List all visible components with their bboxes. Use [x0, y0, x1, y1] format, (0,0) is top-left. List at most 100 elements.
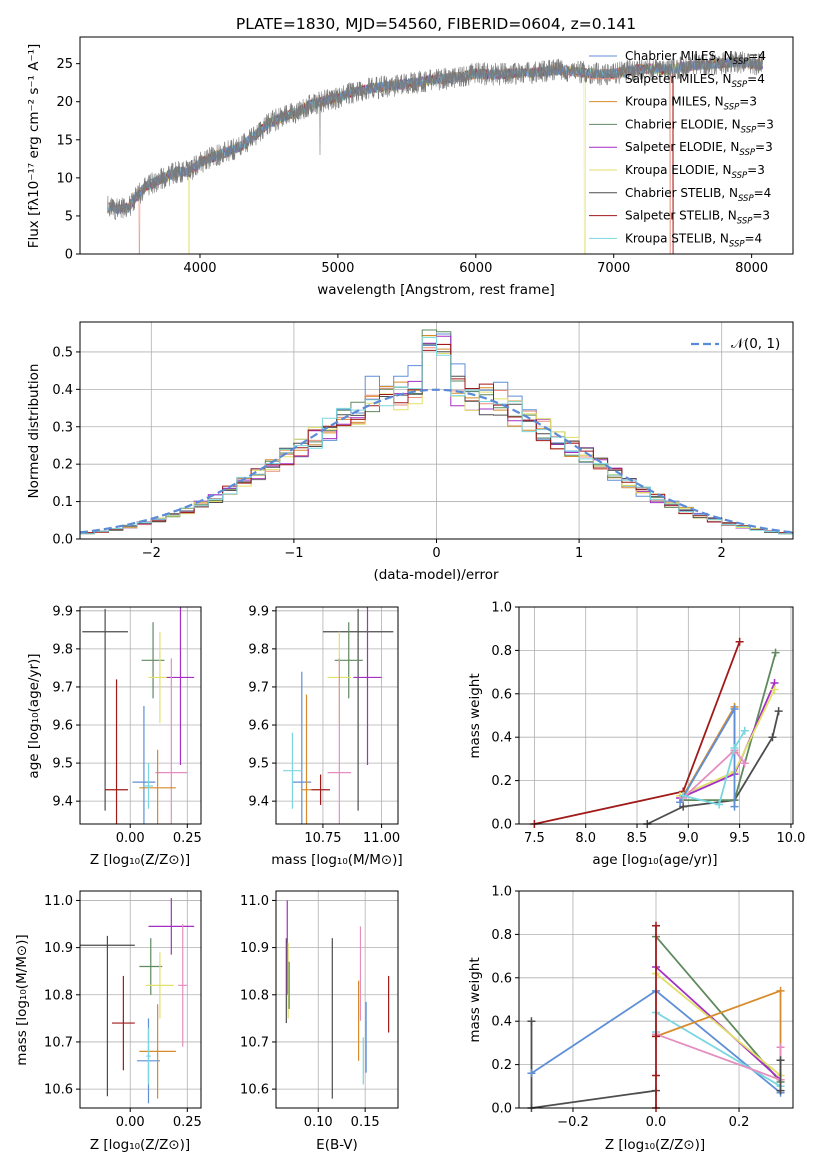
- weight-marker: [730, 802, 739, 811]
- y-tick-label: 11.0: [44, 894, 73, 909]
- x-tick-label: 0.25: [173, 1115, 202, 1130]
- y-tick-label: 10.8: [44, 988, 73, 1003]
- y-tick-label: 0.0: [491, 1102, 512, 1117]
- y-tick-label: 0.8: [491, 928, 512, 943]
- weight-marker: [770, 685, 779, 694]
- y-tick-label: 0.2: [52, 458, 73, 473]
- x-tick-label: 0.00: [116, 1115, 145, 1130]
- legend-subscript: SSP: [729, 239, 745, 249]
- weight-marker: [776, 1043, 785, 1052]
- spectrum-xlabel: wavelength [Angstrom, rest frame]: [317, 282, 555, 298]
- spectrum-panel: PLATE=1830, MJD=54560, FIBERID=0604, z=0…: [26, 15, 794, 298]
- residuals-panel: (data-model)/error Normed distribution 𝒩…: [26, 321, 794, 583]
- age-weight-xlabel: age [log₁₀(age/yr)]: [592, 852, 717, 868]
- histogram-series-line: [80, 336, 793, 536]
- z-mass-panel: Z [log₁₀(Z/Z⊙)] mass [log₁₀(M/M⊙)] 0.00 0…: [14, 890, 202, 1153]
- x-tick-label: 11.00: [363, 831, 400, 846]
- x-tick-label: 4000: [183, 261, 216, 276]
- plot-frame: [79, 321, 794, 540]
- y-tick-label: 0.4: [491, 1015, 512, 1030]
- legend-subscript: SSP: [733, 57, 749, 67]
- y-tick-label: 0.6: [491, 971, 512, 986]
- weight-marker: [776, 986, 785, 995]
- y-tick-label: 9.8: [52, 642, 73, 657]
- y-tick-label: 0.1: [52, 495, 73, 510]
- y-tick-label: 10.9: [240, 941, 269, 956]
- weight-marker: [771, 648, 780, 657]
- weight-marker: [527, 1069, 536, 1078]
- y-tick-label: 10.6: [240, 1083, 269, 1098]
- z-mass-ylabel: mass [log₁₀(M/M⊙)]: [14, 934, 30, 1065]
- z-mass-xlabel: Z [log₁₀(Z/Z⊙)]: [90, 1137, 190, 1153]
- y-tick-label: 9.9: [52, 604, 73, 619]
- legend-entry: Kroupa MILES, NSSP=3: [625, 95, 757, 113]
- legend-subscript: SSP: [738, 194, 754, 204]
- weight-marker: [527, 1017, 536, 1026]
- plot-frame: [79, 606, 202, 825]
- y-tick-label: 0.0: [52, 533, 73, 548]
- x-tick-label: 8.5: [627, 831, 648, 846]
- y-tick-label: 0.8: [491, 644, 512, 659]
- weight-series-line: [655, 972, 782, 1077]
- y-tick-label: 10.6: [44, 1083, 73, 1098]
- legend-value: =3: [756, 117, 774, 131]
- weight-marker: [774, 707, 783, 716]
- legend-subscript: SSP: [737, 217, 753, 227]
- z-age-ylabel: age [log₁₀(age/yr)]: [26, 653, 42, 778]
- legend-subscript: SSP: [741, 125, 757, 135]
- y-tick-label: 0.2: [491, 774, 512, 789]
- y-tick-label: 10.8: [240, 988, 269, 1003]
- mass-age-panel: mass [log₁₀(M/M⊙)] 10.75 11.00 9.4 9.5 9.6 9.…: [248, 604, 402, 868]
- legend-entry: Kroupa STELIB, NSSP=4: [625, 231, 762, 249]
- y-tick-label: 0.2: [491, 1058, 512, 1073]
- plot-frame: [518, 606, 794, 825]
- weight-marker: [652, 1071, 660, 1080]
- x-tick-label: 0.2: [729, 1115, 750, 1130]
- residuals-ylabel: Normed distribution: [26, 364, 42, 499]
- y-tick-label: 9.8: [248, 642, 269, 657]
- x-tick-label: 0.10: [304, 1115, 333, 1130]
- legend-entry: Chabrier STELIB, NSSP=4: [625, 186, 771, 204]
- legend-entry: Kroupa ELODIE, NSSP=3: [625, 163, 765, 181]
- z-weight-panel: Z [log₁₀(Z/Z⊙)] mass weight −0.2 0.0 0.2 0.…: [467, 885, 794, 1153]
- weight-marker: [776, 1086, 785, 1095]
- y-tick-label: 10.9: [44, 941, 73, 956]
- ebv-mass-panel: E(B-V) 0.10 0.15 10.6 10.7 10.8 10.9 11.0: [240, 890, 399, 1153]
- y-tick-label: 0.5: [52, 345, 73, 360]
- x-tick-label: −2: [142, 546, 161, 561]
- observed-spectrum-line: [107, 51, 763, 220]
- weight-marker: [676, 798, 685, 807]
- legend-value: =4: [745, 231, 763, 245]
- legend-entry: Chabrier MILES, NSSP=4: [625, 49, 766, 67]
- x-tick-label: 0.25: [173, 831, 202, 846]
- y-tick-label: 15: [56, 133, 73, 148]
- spectrum-ylabel: Flux [fλ10⁻¹⁷ erg cm⁻² s⁻¹ A⁻¹]: [26, 44, 42, 249]
- z-weight-xlabel: Z [log₁₀(Z/Z⊙)]: [605, 1137, 705, 1153]
- histogram-lines: [80, 329, 793, 536]
- x-tick-label: 9.0: [678, 831, 699, 846]
- weight-marker: [715, 800, 724, 809]
- y-tick-label: 0: [65, 248, 73, 263]
- x-tick-label: 8000: [735, 261, 768, 276]
- y-tick-label: 11.0: [240, 894, 269, 909]
- errorbar-group: [283, 607, 394, 824]
- y-tick-label: 1.0: [491, 885, 512, 900]
- legend-value: =3: [747, 163, 765, 177]
- legend-entry: Chabrier ELODIE, NSSP=3: [625, 117, 774, 135]
- weight-marker: [652, 921, 660, 930]
- x-tick-label: 0.15: [351, 1115, 380, 1130]
- y-tick-label: 5: [65, 209, 73, 224]
- gaussian-curve: [80, 388, 793, 534]
- x-tick-label: 9.5: [729, 831, 750, 846]
- x-tick-label: 2: [718, 546, 726, 561]
- weight-marker: [776, 1056, 785, 1065]
- x-tick-label: −1: [284, 546, 303, 561]
- plot-frame: [275, 890, 399, 1109]
- legend-subscript: SSP: [739, 148, 755, 158]
- legend-value: =4: [747, 72, 765, 86]
- errorbar-group: [285, 900, 390, 1099]
- residuals-xlabel: (data-model)/error: [373, 567, 499, 583]
- weight-lines: [530, 637, 783, 828]
- x-tick-label: 10.0: [776, 831, 805, 846]
